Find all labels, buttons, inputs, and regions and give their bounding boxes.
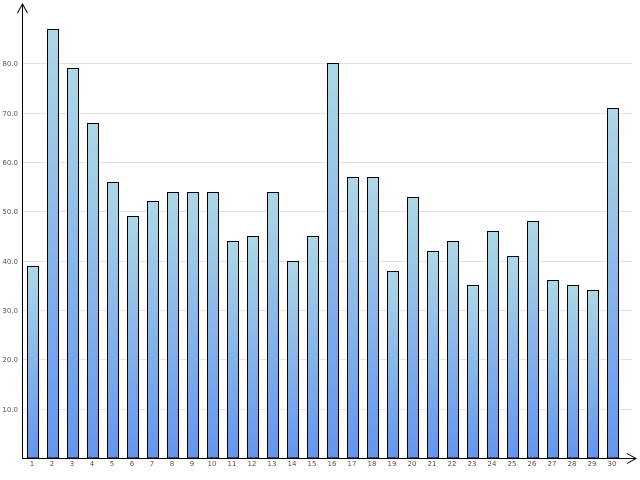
bar-28: [567, 285, 579, 459]
x-tick-label: 14: [288, 460, 297, 468]
bar-23: [467, 285, 479, 459]
bar-15: [307, 236, 319, 459]
x-tick-label: 10: [208, 460, 217, 468]
bar-14: [287, 261, 299, 459]
bar-12: [247, 236, 259, 459]
y-tick-label: 50.0: [2, 208, 18, 216]
bar-11: [227, 241, 239, 459]
x-tick-label: 20: [408, 460, 417, 468]
bar-18: [367, 177, 379, 459]
bar-21: [427, 251, 439, 459]
x-tick-label: 4: [90, 460, 95, 468]
bar-8: [167, 192, 179, 459]
x-tick-label: 21: [428, 460, 437, 468]
bar-25: [507, 256, 519, 459]
axes: [17, 2, 638, 464]
y-tick-labels: 10.0 20.0 30.0 40.0 50.0 60.0 70.0 80.0: [2, 60, 18, 414]
x-tick-label: 3: [70, 460, 74, 468]
y-tick-label: 30.0: [2, 307, 18, 315]
bar-7: [147, 201, 159, 459]
bars: [27, 29, 619, 459]
bar-10: [207, 192, 219, 459]
bar-13: [267, 192, 279, 459]
bar-1: [27, 266, 39, 459]
bar-4: [87, 123, 99, 459]
bar-29: [587, 290, 599, 459]
x-tick-label: 25: [508, 460, 517, 468]
x-tick-label: 12: [248, 460, 257, 468]
x-tick-label: 26: [528, 460, 537, 468]
x-tick-labels: 1 2 3 4 5 6 7 8 9 10 11 12 13 14 15 16 17 18 19 20 21 22 23 24 2…: [30, 460, 617, 468]
bar-30: [607, 108, 619, 459]
x-tick-label: 28: [568, 460, 577, 468]
x-tick-label: 29: [588, 460, 597, 468]
bar-5: [107, 182, 119, 459]
x-tick-label: 24: [488, 460, 497, 468]
bar-19: [387, 271, 399, 459]
x-tick-label: 23: [468, 460, 477, 468]
y-tick-label: 80.0: [2, 60, 18, 68]
bar-17: [347, 177, 359, 459]
bar-20: [407, 197, 419, 459]
x-tick-label: 30: [608, 460, 617, 468]
x-tick-label: 11: [228, 460, 237, 468]
x-tick-label: 7: [150, 460, 154, 468]
y-tick-label: 10.0: [2, 406, 18, 414]
y-axis-arrow: [17, 2, 28, 14]
y-tick-label: 60.0: [2, 159, 18, 167]
x-tick-label: 15: [308, 460, 317, 468]
x-tick-label: 18: [368, 460, 377, 468]
bar-16: [327, 63, 339, 459]
bar-2: [47, 29, 59, 459]
bar-9: [187, 192, 199, 459]
x-tick-label: 6: [130, 460, 135, 468]
x-tick-label: 8: [170, 460, 174, 468]
bar-24: [487, 231, 499, 459]
bar-22: [447, 241, 459, 459]
x-tick-label: 19: [388, 460, 397, 468]
x-tick-label: 13: [268, 460, 277, 468]
bar-6: [127, 216, 139, 459]
x-axis-arrow: [626, 453, 638, 464]
x-tick-label: 17: [348, 460, 357, 468]
bar-3: [67, 68, 79, 459]
y-tick-label: 40.0: [2, 258, 18, 266]
x-tick-label: 22: [448, 460, 457, 468]
x-tick-label: 1: [30, 460, 34, 468]
bar-27: [547, 280, 559, 459]
x-tick-label: 16: [328, 460, 337, 468]
x-tick-label: 9: [190, 460, 194, 468]
y-tick-label: 70.0: [2, 110, 18, 118]
x-tick-label: 5: [110, 460, 114, 468]
x-tick-label: 2: [50, 460, 54, 468]
bar-26: [527, 221, 539, 459]
y-tick-label: 20.0: [2, 356, 18, 364]
x-tick-label: 27: [548, 460, 557, 468]
